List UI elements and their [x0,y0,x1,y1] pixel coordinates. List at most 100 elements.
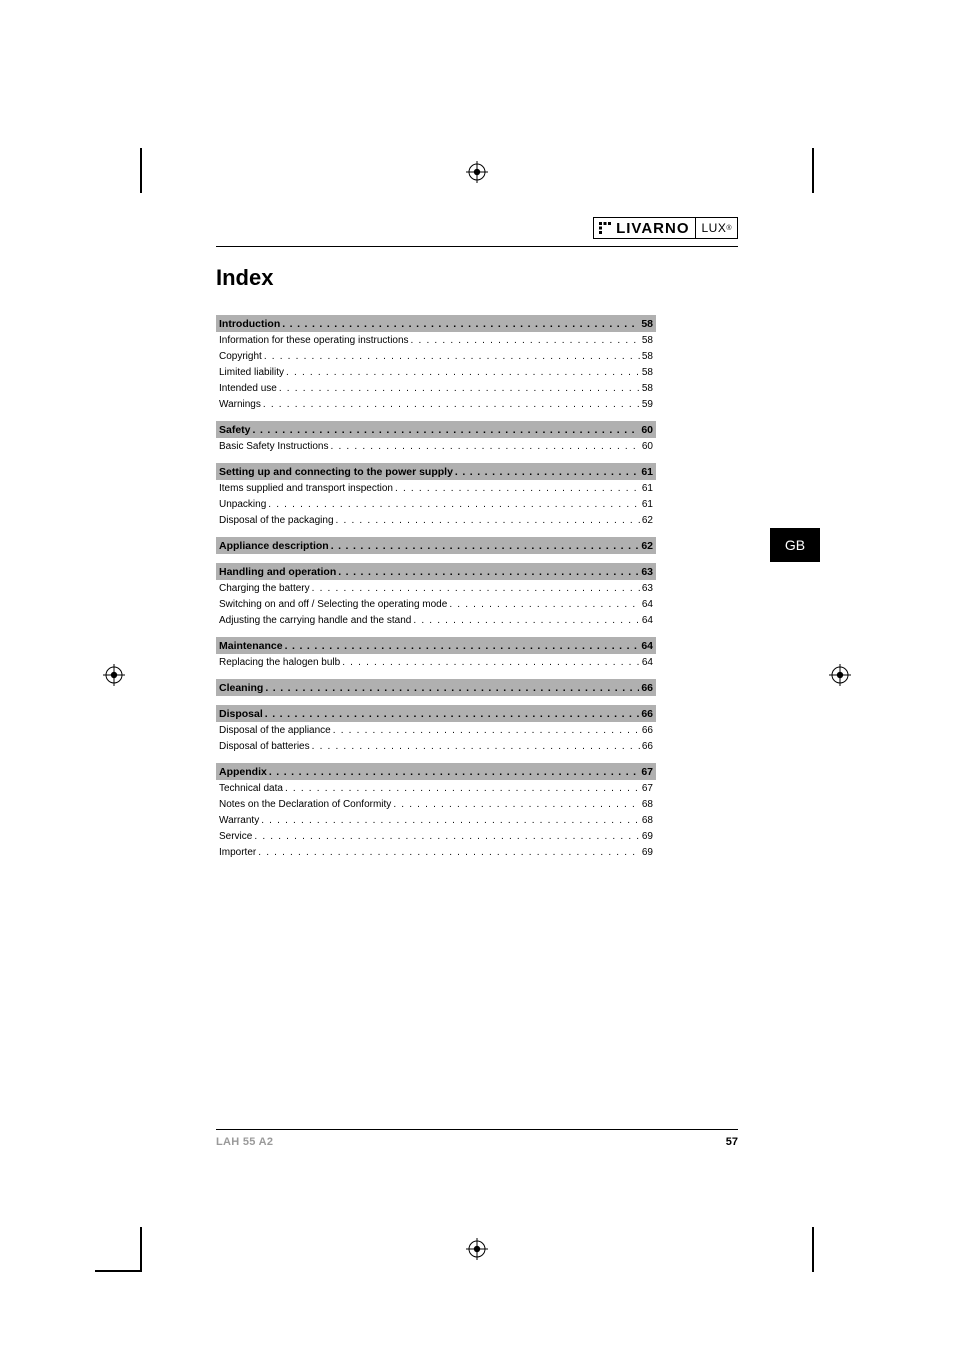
toc-label: Disposal of the appliance [219,725,331,736]
toc-page: 58 [640,335,653,346]
toc-sub-item: Warranty . . . . . . . . . . . . . . . .… [216,812,656,828]
toc-page: 64 [640,615,653,626]
toc-label: Setting up and connecting to the power s… [219,466,453,478]
toc-section: Disposal . . . . . . . . . . . . . . . .… [216,705,656,722]
toc-page: 64 [639,640,653,652]
toc-page: 64 [640,657,653,668]
toc-leader-dots: . . . . . . . . . . . . . . . . . . . . … [252,831,640,842]
toc-label: Service [219,831,252,842]
toc-label: Appendix [219,766,267,778]
toc-leader-dots: . . . . . . . . . . . . . . . . . . . . … [259,815,640,826]
toc-sub-item: Disposal of the appliance . . . . . . . … [216,722,656,738]
toc-label: Switching on and off / Selecting the ope… [219,599,447,610]
toc-leader-dots: . . . . . . . . . . . . . . . . . . . . … [267,766,639,778]
toc-page: 69 [640,847,653,858]
toc-page: 67 [640,783,653,794]
toc-page: 61 [639,466,653,478]
toc-leader-dots: . . . . . . . . . . . . . . . . . . . . … [280,318,639,330]
toc-leader-dots: . . . . . . . . . . . . . . . . . . . . … [393,483,640,494]
toc-label: Appliance description [219,540,329,552]
brand-main-text: LIVARNO [616,220,689,237]
toc-section: Introduction . . . . . . . . . . . . . .… [216,315,656,332]
brand-sub: LUX® [695,218,737,238]
toc-sub-item: Warnings . . . . . . . . . . . . . . . .… [216,396,656,412]
toc-leader-dots: . . . . . . . . . . . . . . . . . . . . … [336,566,639,578]
toc-leader-dots: . . . . . . . . . . . . . . . . . . . . … [284,367,640,378]
toc-leader-dots: . . . . . . . . . . . . . . . . . . . . … [453,466,639,478]
registration-mark-icon [466,1238,488,1260]
toc-label: Intended use [219,383,277,394]
toc-label: Importer [219,847,256,858]
toc-page: 62 [640,515,653,526]
table-of-contents: Introduction . . . . . . . . . . . . . .… [216,315,656,860]
toc-page: 61 [640,483,653,494]
toc-leader-dots: . . . . . . . . . . . . . . . . . . . . … [251,424,640,436]
toc-leader-dots: . . . . . . . . . . . . . . . . . . . . … [263,682,639,694]
toc-sub-item: Service . . . . . . . . . . . . . . . . … [216,828,656,844]
toc-leader-dots: . . . . . . . . . . . . . . . . . . . . … [329,441,640,452]
toc-label: Notes on the Declaration of Conformity [219,799,391,810]
toc-label: Disposal [219,708,263,720]
toc-label: Technical data [219,783,283,794]
toc-leader-dots: . . . . . . . . . . . . . . . . . . . . … [277,383,640,394]
content-area: Index Introduction . . . . . . . . . . .… [216,265,656,860]
registration-mark-icon [103,664,125,686]
toc-leader-dots: . . . . . . . . . . . . . . . . . . . . … [263,708,640,720]
toc-label: Adjusting the carrying handle and the st… [219,615,411,626]
toc-page: 69 [640,831,653,842]
toc-leader-dots: . . . . . . . . . . . . . . . . . . . . … [256,847,640,858]
registration-mark-icon [829,664,851,686]
toc-leader-dots: . . . . . . . . . . . . . . . . . . . . … [266,499,640,510]
toc-page: 58 [639,318,653,330]
toc-page: 66 [639,708,653,720]
language-tab: GB [770,528,820,562]
toc-label: Basic Safety Instructions [219,441,329,452]
index-title: Index [216,265,656,291]
toc-page: 64 [640,599,653,610]
toc-leader-dots: . . . . . . . . . . . . . . . . . . . . … [334,515,640,526]
toc-page: 66 [640,725,653,736]
toc-sub-item: Limited liability . . . . . . . . . . . … [216,364,656,380]
footer: LAH 55 A2 57 [216,1129,738,1148]
toc-sub-item: Adjusting the carrying handle and the st… [216,612,656,628]
language-tab-label: GB [785,537,805,553]
registration-mark-icon [466,161,488,183]
toc-sub-item: Items supplied and transport inspection … [216,480,656,496]
toc-leader-dots: . . . . . . . . . . . . . . . . . . . . … [391,799,640,810]
toc-page: 61 [640,499,653,510]
toc-leader-dots: . . . . . . . . . . . . . . . . . . . . … [411,615,640,626]
toc-leader-dots: . . . . . . . . . . . . . . . . . . . . … [310,741,640,752]
toc-sub-item: Intended use . . . . . . . . . . . . . .… [216,380,656,396]
toc-sub-item: Unpacking . . . . . . . . . . . . . . . … [216,496,656,512]
toc-sub-item: Copyright . . . . . . . . . . . . . . . … [216,348,656,364]
page: LIVARNO LUX® GB Index Introduction . . .… [0,0,954,1350]
toc-sub-item: Disposal of the packaging . . . . . . . … [216,512,656,528]
toc-label: Cleaning [219,682,263,694]
toc-page: 59 [640,399,653,410]
toc-label: Copyright [219,351,262,362]
toc-section: Safety . . . . . . . . . . . . . . . . .… [216,421,656,438]
toc-page: 63 [639,566,653,578]
crop-mark [812,1227,814,1272]
toc-page: 58 [640,351,653,362]
toc-section: Maintenance . . . . . . . . . . . . . . … [216,637,656,654]
toc-sub-item: Disposal of batteries . . . . . . . . . … [216,738,656,754]
toc-page: 60 [640,441,653,452]
toc-leader-dots: . . . . . . . . . . . . . . . . . . . . … [329,540,640,552]
toc-page: 68 [640,799,653,810]
toc-label: Safety [219,424,251,436]
toc-label: Information for these operating instruct… [219,335,409,346]
toc-section: Setting up and connecting to the power s… [216,463,656,480]
toc-leader-dots: . . . . . . . . . . . . . . . . . . . . … [262,351,640,362]
toc-leader-dots: . . . . . . . . . . . . . . . . . . . . … [261,399,640,410]
footer-page-number: 57 [726,1136,738,1148]
toc-leader-dots: . . . . . . . . . . . . . . . . . . . . … [283,783,640,794]
toc-leader-dots: . . . . . . . . . . . . . . . . . . . . … [340,657,640,668]
toc-sub-item: Switching on and off / Selecting the ope… [216,596,656,612]
toc-sub-item: Charging the battery . . . . . . . . . .… [216,580,656,596]
brand-main: LIVARNO [594,218,695,238]
toc-label: Warnings [219,399,261,410]
toc-label: Disposal of batteries [219,741,310,752]
toc-page: 66 [640,741,653,752]
toc-leader-dots: . . . . . . . . . . . . . . . . . . . . … [447,599,640,610]
